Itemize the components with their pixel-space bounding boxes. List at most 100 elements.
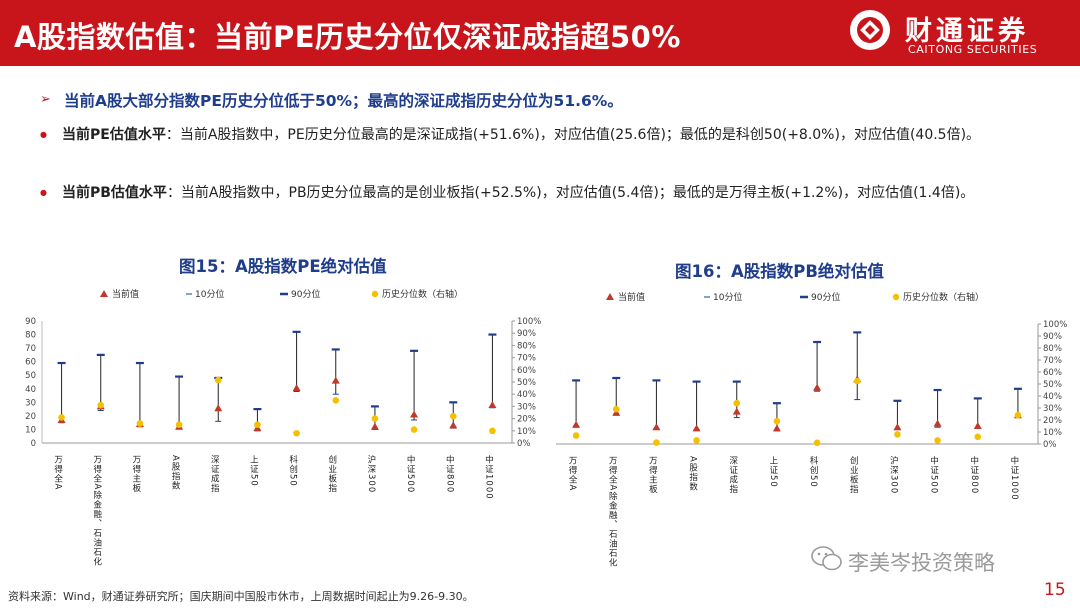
pb-valuation-text: ：当前A股指数中，PB历史分位最高的是创业板指(+52.5%)，对应估值(5.4… bbox=[166, 185, 975, 201]
pb-chart: 当前值 10分位 90分位 历史分位数（右轴） 0% 10% 20% 30% 40% 50% 60%… bbox=[556, 291, 1067, 567]
x-tick-label: 万得全A bbox=[53, 455, 63, 490]
logo-chinese-name: 财通证券 bbox=[905, 16, 1029, 47]
x-tick-label: A股指数 bbox=[170, 455, 180, 490]
y2-tick-label: 90% bbox=[517, 329, 536, 339]
current-value-marker bbox=[973, 422, 982, 429]
x-tick-label: 沪深300 bbox=[888, 455, 898, 494]
pe-valuation-text: ：当前A股指数中，PE历史分位最高的是深证成指(+51.6%)，对应估值(25.… bbox=[165, 127, 981, 143]
legend-label-current: 当前值 bbox=[618, 291, 645, 303]
x-tick-label: 万得主板 bbox=[131, 455, 141, 493]
current-value-marker bbox=[813, 383, 822, 391]
x-tick-label: 科创50 bbox=[288, 454, 298, 486]
percentile-point bbox=[489, 427, 496, 435]
source-footnote: 资料来源：Wind，财通证券研究所；国庆期间中国股市休市，上周数据时间起止为9.… bbox=[8, 590, 474, 603]
percentile-point bbox=[136, 420, 144, 427]
x-tick-label: 中证500 bbox=[929, 455, 939, 494]
legend-label-p90: 90分位 bbox=[291, 288, 320, 300]
x-tick-label: 万得全A除金融、石油石化 bbox=[607, 456, 617, 567]
current-value-marker bbox=[652, 423, 661, 431]
x-tick-label: 创业板指 bbox=[327, 454, 337, 493]
current-value-marker bbox=[933, 419, 942, 427]
y-tick-label: 70 bbox=[25, 344, 36, 354]
x-tick-label: 万得主板 bbox=[647, 456, 657, 494]
current-value-marker bbox=[692, 424, 701, 432]
y2-tick-label: 40% bbox=[517, 390, 536, 400]
percentile-point bbox=[773, 417, 781, 425]
pe-valuation-label: 当前PE估值水平 bbox=[62, 127, 166, 143]
x-tick-label: 中证800 bbox=[969, 455, 979, 494]
company-logo: 财通证券 CAITONG SECURITIES bbox=[845, 7, 1070, 59]
x-tick-label: 万得全A除金融、石油石化 bbox=[92, 455, 102, 566]
current-value-marker bbox=[893, 423, 902, 431]
percentile-point bbox=[449, 412, 457, 420]
watermark-text: 李美岑投资策略 bbox=[848, 551, 995, 575]
y2-tick-label: 50% bbox=[517, 378, 536, 388]
percentile-point bbox=[894, 431, 901, 438]
percentile-point bbox=[1014, 411, 1022, 419]
page-title: A股指数估值：当前PE历史分位仅深证成指超50% bbox=[14, 20, 681, 54]
y2-tick-label: 90% bbox=[1043, 332, 1062, 342]
x-tick-label: 沪深300 bbox=[366, 454, 376, 493]
legend-label-current: 当前值 bbox=[112, 288, 139, 300]
pb-valuation-label: 当前PB估值水平 bbox=[62, 185, 167, 201]
percentile-point bbox=[175, 421, 183, 428]
x-tick-label: 中证500 bbox=[405, 454, 415, 493]
y2-tick-label: 20% bbox=[517, 415, 536, 425]
current-value-marker bbox=[410, 410, 419, 418]
y2-tick-label: 60% bbox=[517, 366, 536, 376]
page-number: 15 bbox=[1044, 580, 1066, 600]
y2-tick-label: 0% bbox=[1043, 440, 1057, 450]
legend-marker-current bbox=[100, 290, 108, 297]
y-tick-label: 0 bbox=[31, 439, 36, 449]
y-tick-label: 30 bbox=[25, 398, 36, 408]
legend-label-percentile: 历史分位数（右轴） bbox=[903, 291, 984, 303]
y-tick-label: 20 bbox=[25, 412, 36, 422]
percentile-point bbox=[58, 414, 65, 421]
bullet-dot-icon: ● bbox=[40, 188, 47, 197]
percentile-point bbox=[974, 433, 982, 441]
current-value-marker bbox=[772, 424, 781, 432]
bullet-dot-icon: ● bbox=[40, 130, 47, 139]
y2-tick-label: 10% bbox=[1043, 428, 1062, 438]
x-tick-label: 中证800 bbox=[444, 454, 454, 493]
percentile-point bbox=[332, 397, 340, 404]
percentile-point bbox=[214, 376, 222, 384]
percentile-point bbox=[853, 377, 861, 385]
y2-tick-label: 30% bbox=[517, 402, 536, 412]
x-tick-label: 中证1000 bbox=[483, 454, 493, 499]
y2-tick-label: 20% bbox=[1043, 416, 1062, 426]
current-value-marker bbox=[572, 420, 581, 428]
x-tick-label: 创业板指 bbox=[848, 455, 858, 494]
pe-chart: 当前值 10分位 90分位 历史分位数（右轴） 0 10 20 30 40 50 60 70 80 90 0… bbox=[25, 288, 541, 566]
y2-tick-label: 80% bbox=[517, 341, 536, 351]
x-tick-label: 上证50 bbox=[248, 455, 258, 487]
title-bar: A股指数估值：当前PE历史分位仅深证成指超50% 财通证券 CAITONG SE… bbox=[0, 0, 1080, 66]
x-tick-label: 科创50 bbox=[808, 455, 818, 487]
legend-label-p90: 90分位 bbox=[811, 291, 840, 303]
x-tick-label: A股指数 bbox=[688, 456, 698, 491]
current-value-marker bbox=[449, 421, 458, 429]
percentile-point bbox=[813, 439, 821, 447]
y2-tick-label: 100% bbox=[517, 317, 541, 327]
y-tick-label: 10 bbox=[25, 425, 36, 435]
legend-label-p10: 10分位 bbox=[195, 288, 224, 300]
percentile-point bbox=[693, 437, 700, 444]
y2-tick-label: 10% bbox=[517, 427, 536, 437]
legend-marker-current bbox=[606, 293, 614, 300]
percentile-point bbox=[733, 399, 741, 407]
pe-valuation-paragraph: 当前PE估值水平：当前A股指数中，PE历史分位最高的是深证成指(+51.6%)，… bbox=[62, 124, 1012, 147]
x-tick-label: 深证成指 bbox=[728, 456, 738, 494]
y-tick-label: 90 bbox=[25, 317, 36, 327]
percentile-point bbox=[97, 401, 105, 409]
logo-english-name: CAITONG SECURITIES bbox=[908, 43, 1038, 56]
percentile-point bbox=[293, 429, 300, 437]
y-tick-label: 80 bbox=[25, 331, 36, 341]
current-value-marker bbox=[214, 404, 223, 412]
percentile-point bbox=[410, 426, 418, 433]
legend-label-p10: 10分位 bbox=[713, 291, 742, 303]
x-tick-label: 中证1000 bbox=[1009, 455, 1019, 500]
percentile-point bbox=[934, 437, 941, 444]
current-value-marker bbox=[488, 401, 497, 409]
current-value-marker bbox=[292, 384, 301, 392]
y2-tick-label: 0% bbox=[517, 439, 531, 449]
